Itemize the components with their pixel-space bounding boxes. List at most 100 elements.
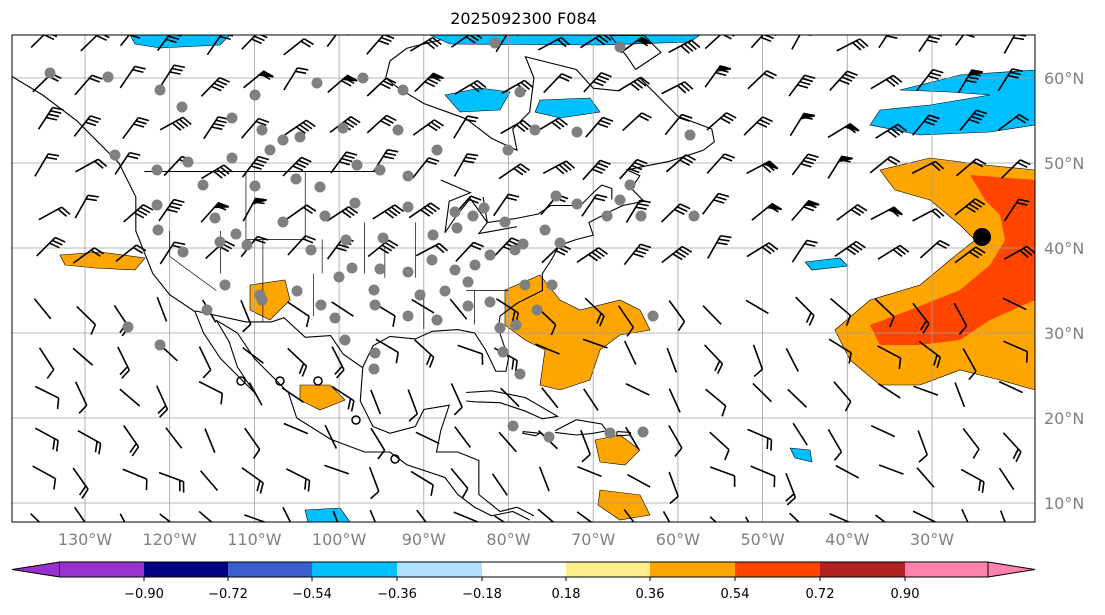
wind-barb bbox=[836, 38, 869, 52]
station-dot bbox=[230, 228, 242, 240]
station-dot bbox=[177, 246, 189, 258]
station-dot bbox=[277, 134, 289, 146]
wind-barb bbox=[114, 151, 141, 175]
wind-barb bbox=[792, 422, 808, 446]
wind-barb bbox=[244, 514, 267, 522]
wind-barb bbox=[584, 297, 605, 327]
wind-barb bbox=[493, 193, 520, 217]
wind-barb bbox=[72, 467, 89, 499]
wind-barb bbox=[36, 236, 66, 257]
wind-barb bbox=[283, 67, 309, 91]
colorbar-segment bbox=[312, 562, 397, 577]
wind-barb bbox=[324, 464, 350, 475]
wind-barb bbox=[834, 240, 866, 257]
wind-barb bbox=[72, 347, 94, 366]
wind-barb bbox=[704, 65, 732, 88]
wind-barb bbox=[198, 346, 212, 379]
station-dot bbox=[314, 181, 326, 193]
station-dot bbox=[647, 310, 659, 322]
wind-barb bbox=[332, 510, 339, 522]
map-frame bbox=[11, 34, 1036, 523]
wind-barb bbox=[576, 511, 593, 522]
wind-barb bbox=[1003, 340, 1029, 363]
wind-barb bbox=[411, 298, 435, 314]
wind-barb bbox=[407, 389, 419, 422]
wind-barb bbox=[583, 71, 612, 93]
wind-barb bbox=[500, 119, 533, 135]
wind-barb bbox=[122, 468, 148, 491]
wind-barb bbox=[877, 244, 910, 260]
station-dot bbox=[529, 124, 541, 136]
station-dot bbox=[290, 173, 302, 185]
wind-barb bbox=[744, 516, 750, 522]
wind-barb bbox=[836, 204, 868, 221]
wind-barb bbox=[870, 206, 903, 221]
wind-barb bbox=[668, 300, 686, 332]
wind-barb bbox=[709, 516, 718, 522]
wind-barb bbox=[73, 115, 102, 137]
wind-barb bbox=[582, 159, 611, 181]
wind-barb bbox=[750, 465, 776, 488]
wind-barb bbox=[415, 242, 449, 257]
wind-barb bbox=[369, 509, 377, 522]
wind-barb bbox=[494, 515, 506, 522]
wind-barb bbox=[665, 154, 696, 173]
wind-barb bbox=[752, 382, 772, 403]
station-dot bbox=[256, 124, 268, 136]
station-dot bbox=[449, 206, 461, 218]
wind-barb bbox=[117, 346, 130, 379]
wind-barb bbox=[961, 508, 969, 522]
wind-barb bbox=[286, 301, 310, 328]
wind-barb bbox=[998, 467, 1015, 491]
station-dot bbox=[614, 194, 626, 206]
wind-barb bbox=[165, 427, 183, 449]
coastline bbox=[522, 431, 542, 437]
wind-barb bbox=[626, 473, 651, 488]
station-dot bbox=[241, 239, 253, 251]
station-dot bbox=[478, 202, 490, 214]
wind-barb bbox=[962, 348, 977, 381]
wind-barb bbox=[919, 239, 950, 259]
station-dot bbox=[402, 170, 414, 182]
blue-region-small bbox=[304, 257, 849, 522]
wind-barb bbox=[706, 153, 736, 174]
open-circle-marker bbox=[390, 454, 400, 464]
wind-barb bbox=[122, 116, 150, 139]
wind-barb bbox=[203, 116, 230, 140]
colorbar-segment bbox=[144, 562, 228, 577]
longitude-label: 70°W bbox=[571, 530, 615, 549]
wind-barb bbox=[582, 338, 608, 349]
wind-barb bbox=[913, 385, 939, 396]
wind-barb bbox=[326, 206, 359, 222]
wind-barb bbox=[409, 36, 442, 52]
wind-barb bbox=[827, 428, 843, 461]
wind-barb bbox=[282, 506, 292, 522]
wind-barb bbox=[954, 246, 986, 264]
wind-barb bbox=[829, 70, 858, 91]
station-dot bbox=[154, 84, 166, 96]
wind-barb bbox=[285, 468, 311, 492]
wind-barb bbox=[752, 344, 764, 378]
wind-barb bbox=[668, 388, 681, 413]
wind-barb bbox=[248, 382, 263, 406]
station-dot bbox=[517, 238, 529, 250]
wind-barb bbox=[331, 346, 345, 379]
wind-barb bbox=[622, 112, 652, 132]
wind-barb bbox=[795, 296, 815, 326]
wind-barb bbox=[618, 76, 650, 92]
station-dot bbox=[402, 266, 414, 278]
station-dot bbox=[502, 144, 514, 156]
station-dot bbox=[305, 244, 317, 256]
colorbar-tick-label: −0.90 bbox=[124, 587, 164, 602]
wind-barb bbox=[414, 72, 444, 93]
station-dot bbox=[499, 216, 511, 228]
latitude-label: 10°N bbox=[1044, 494, 1084, 513]
wind-barb bbox=[331, 385, 355, 412]
wind-barb bbox=[498, 431, 517, 453]
wind-barb bbox=[119, 388, 141, 407]
wind-barb bbox=[414, 339, 435, 368]
wind-barb bbox=[962, 427, 980, 459]
station-dot bbox=[209, 212, 221, 224]
wind-barb bbox=[412, 119, 444, 136]
station-dot bbox=[339, 334, 351, 346]
